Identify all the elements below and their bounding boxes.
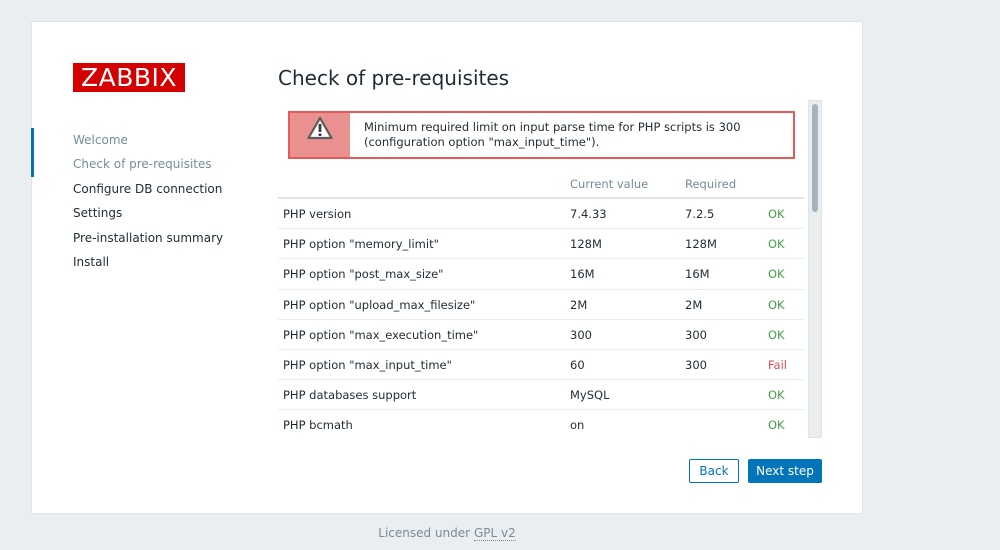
row-current: 300 — [570, 327, 592, 342]
header-current-value: Current value — [570, 177, 649, 191]
error-message-box: Minimum required limit on input parse ti… — [288, 111, 795, 159]
row-name: PHP bcmath — [283, 418, 353, 433]
row-required: 300 — [685, 327, 707, 342]
license-text: Licensed under — [378, 526, 471, 540]
row-current: 60 — [570, 357, 585, 372]
table-row: PHP version 7.4.33 7.2.5 OK — [278, 199, 804, 230]
row-current: on — [570, 418, 585, 433]
row-required: 16M — [685, 267, 710, 282]
table-row: PHP databases support MySQL OK — [278, 380, 804, 411]
row-required: 2M — [685, 297, 703, 312]
row-name: PHP databases support — [283, 388, 417, 403]
row-name: PHP option "max_input_time" — [283, 357, 452, 372]
prerequisites-scrollbar[interactable] — [808, 100, 822, 438]
nav-step-summary: Pre-installation summary — [73, 230, 224, 245]
row-required: 300 — [685, 357, 707, 372]
table-row: PHP option "post_max_size" 16M 16M OK — [278, 259, 804, 290]
table-row: PHP option "memory_limit" 128M 128M OK — [278, 229, 804, 260]
row-result-ok: OK — [768, 207, 785, 221]
scrollbar-thumb[interactable] — [812, 104, 818, 212]
row-required: 128M — [685, 237, 717, 252]
zabbix-logo: ZABBIX — [73, 63, 185, 92]
row-current: 7.4.33 — [570, 207, 607, 221]
row-current: 16M — [570, 267, 595, 282]
table-row: PHP option "max_execution_time" 300 300 … — [278, 320, 804, 350]
table-row: PHP option "upload_max_filesize" 2M 2M O… — [278, 290, 804, 320]
header-required: Required — [685, 177, 737, 191]
row-name: PHP option "post_max_size" — [283, 267, 444, 282]
row-name: PHP version — [283, 207, 352, 221]
alert-message: Minimum required limit on input parse ti… — [350, 113, 753, 157]
alert-icon-box — [290, 113, 350, 157]
setup-steps-nav: Welcome Check of pre-requisites Configur… — [32, 128, 252, 274]
table-row: PHP option "max_input_time" 60 300 Fail — [278, 350, 804, 381]
license-footer: Licensed under GPL v2 — [0, 526, 894, 541]
page-title: Check of pre-requisites — [278, 66, 510, 90]
row-result-ok: OK — [768, 327, 785, 342]
row-name: PHP option "memory_limit" — [283, 237, 439, 252]
nav-step-settings: Settings — [73, 206, 123, 221]
row-current: 2M — [570, 297, 588, 312]
row-name: PHP option "max_execution_time" — [283, 327, 479, 342]
nav-step-prerequisites: Check of pre-requisites — [73, 157, 212, 172]
row-current: 128M — [570, 237, 602, 252]
row-result-ok: OK — [768, 297, 785, 312]
alert-line-1: Minimum required limit on input parse ti… — [364, 120, 741, 134]
back-button[interactable]: Back — [689, 459, 739, 483]
nav-step-welcome: Welcome — [73, 133, 128, 147]
nav-step-install: Install — [73, 254, 110, 269]
table-row: PHP bcmath on OK — [278, 410, 804, 439]
row-result-ok: OK — [768, 237, 785, 252]
prerequisites-panel: Minimum required limit on input parse ti… — [278, 101, 824, 439]
alert-line-2: (configuration option "max_input_time"). — [364, 135, 600, 149]
row-required: 7.2.5 — [685, 207, 715, 221]
row-result-ok: OK — [768, 267, 785, 282]
prerequisites-table: PHP version 7.4.33 7.2.5 OK PHP option "… — [278, 199, 804, 439]
row-result-ok: OK — [768, 418, 785, 433]
next-step-button[interactable]: Next step — [748, 459, 822, 483]
setup-card: ZABBIX Welcome Check of pre-requisites C… — [31, 21, 863, 514]
table-header: Current value Required — [278, 173, 804, 199]
row-result-fail: Fail — [768, 357, 787, 372]
row-current: MySQL — [570, 388, 610, 403]
row-result-ok: OK — [768, 388, 785, 403]
nav-step-db-connection: Configure DB connection — [73, 181, 223, 196]
gpl-license-link[interactable]: GPL v2 — [473, 526, 516, 541]
nav-active-marker — [31, 128, 34, 177]
row-name: PHP option "upload_max_filesize" — [283, 297, 476, 312]
